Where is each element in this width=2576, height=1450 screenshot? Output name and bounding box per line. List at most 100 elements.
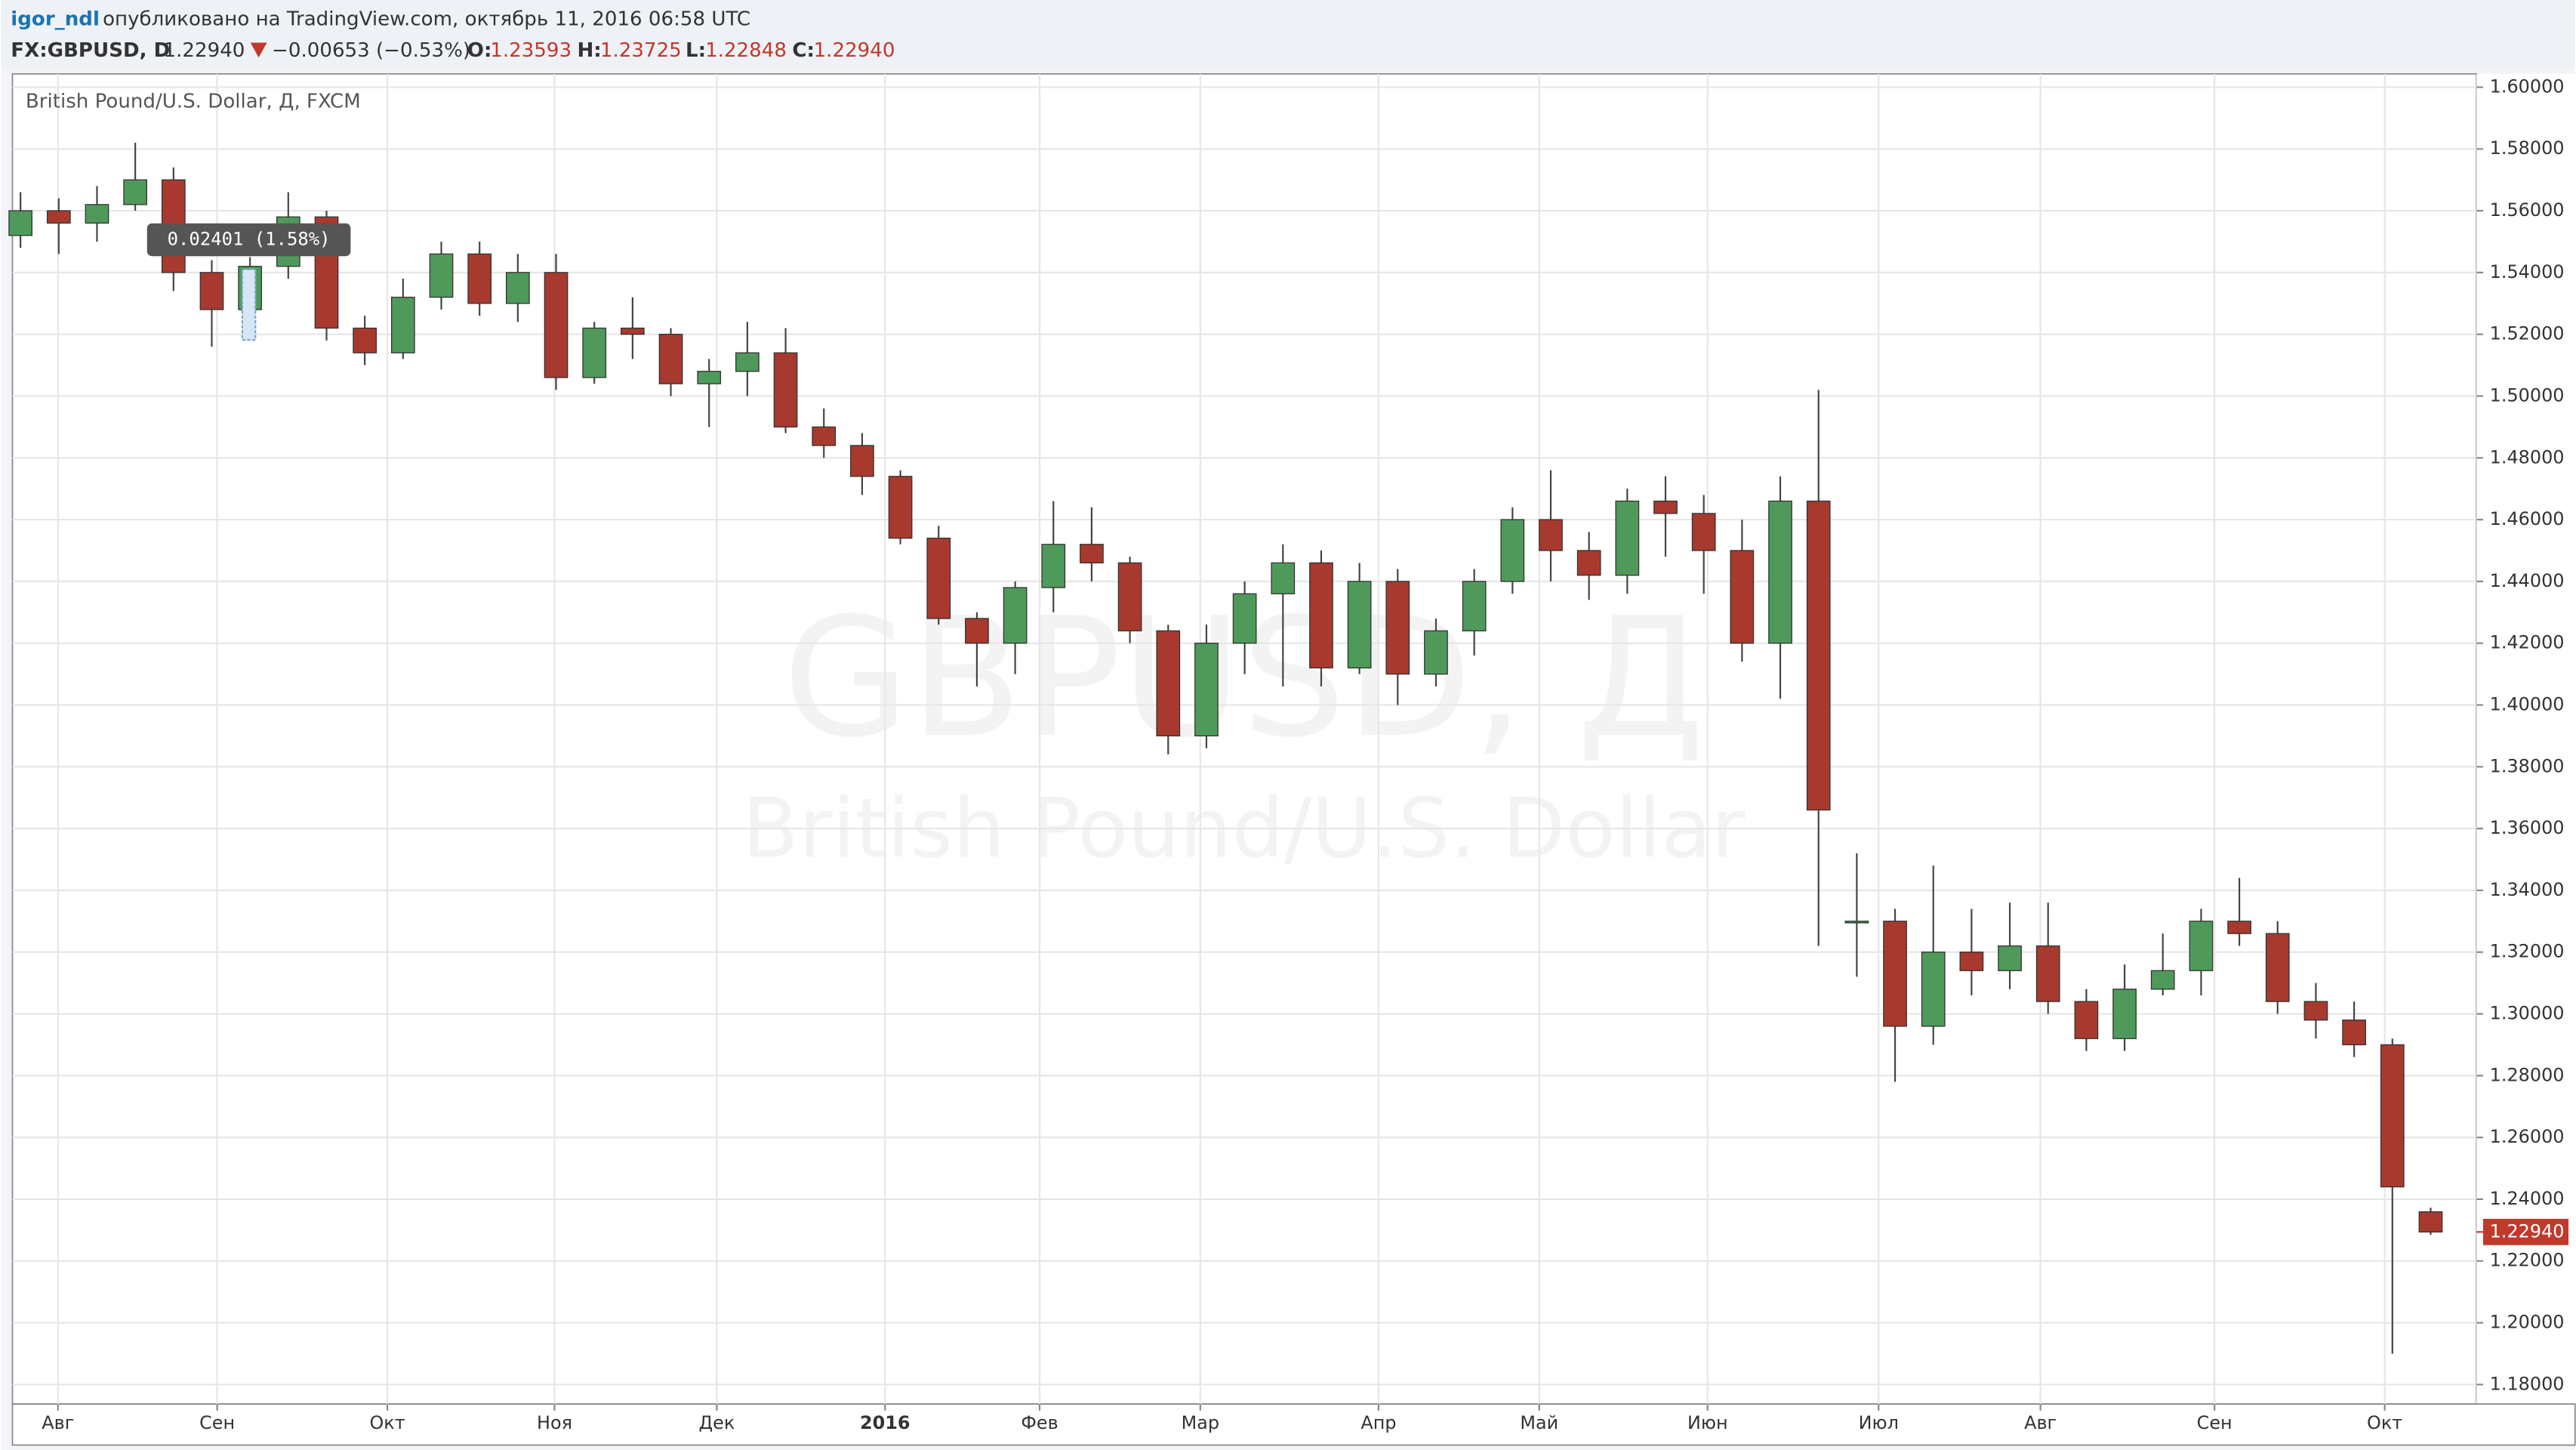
x-tick-label: Сен	[199, 1412, 235, 1433]
published: опубликовано на TradingView.com, октябрь…	[103, 8, 750, 31]
candle-body	[1576, 550, 1601, 576]
candle-body	[1117, 562, 1142, 631]
candle-body	[2189, 921, 2214, 971]
x-tick-label: Дек	[698, 1412, 735, 1433]
symbol: FX:GBPUSD, D	[11, 39, 170, 62]
user[interactable]: igor_ndl	[11, 8, 100, 31]
x-tick-label: Авг	[2024, 1412, 2057, 1433]
candle-body	[812, 426, 837, 446]
y-tick-label: 1.38000	[2490, 755, 2565, 776]
candle-body	[2227, 921, 2251, 934]
measure-label: 0.02401 (1.58%)	[168, 228, 331, 249]
x-tick-label: Сен	[2197, 1412, 2232, 1433]
y-tick-label: 1.56000	[2490, 199, 2565, 221]
x-tick-label: Ноя	[537, 1412, 572, 1433]
y-tick-label: 1.42000	[2490, 632, 2565, 653]
x-tick-label: Фев	[1021, 1412, 1058, 1433]
o-value: 1.23593	[490, 39, 572, 62]
candle-body	[2035, 945, 2060, 1002]
candle-body	[965, 618, 989, 644]
y-tick-label: 1.28000	[2490, 1064, 2565, 1085]
candle-body	[1998, 945, 2022, 971]
plot-area	[11, 72, 2478, 1405]
change: −0.00653 (−0.53%)	[272, 39, 470, 62]
candle-body	[1768, 500, 1792, 644]
o-label: O:	[467, 39, 492, 62]
y-tick-label: 1.52000	[2490, 323, 2565, 344]
x-tick-label: Окт	[369, 1412, 405, 1433]
x-tick-label: Мар	[1182, 1412, 1219, 1433]
candle-body	[1347, 581, 1372, 669]
candle-body	[390, 296, 415, 353]
y-tick-label: 1.30000	[2490, 1003, 2565, 1024]
candle-body	[199, 272, 224, 310]
y-tick-label: 1.26000	[2490, 1126, 2565, 1147]
candle-body	[123, 179, 147, 205]
candle-body	[1653, 500, 1678, 514]
y-tick-label: 1.36000	[2490, 817, 2565, 838]
plot	[8, 73, 2477, 1405]
candle-body	[582, 327, 607, 378]
candle-body	[1041, 544, 1066, 588]
last-price-box	[2482, 1218, 2569, 1245]
x-tick-label: Июл	[1859, 1412, 1899, 1433]
measure-box	[241, 268, 257, 341]
y-tick-label: 1.32000	[2490, 941, 2565, 962]
candle-body	[353, 327, 377, 353]
y-tick-label: 1.40000	[2490, 693, 2565, 714]
l-value: 1.22848	[705, 39, 787, 62]
candle-body	[1844, 921, 1869, 924]
candle-body	[2380, 1044, 2405, 1188]
last-price-label: 1.22940	[2490, 1220, 2565, 1242]
candle-body	[926, 537, 951, 619]
candle-body	[2265, 933, 2290, 1002]
candle-body	[1921, 952, 1946, 1027]
candle-body	[1806, 500, 1831, 811]
x-tick-label: 2016	[860, 1412, 911, 1433]
candle-body	[658, 334, 683, 384]
y-tick-label: 1.60000	[2490, 76, 2565, 97]
y-tick-label: 1.54000	[2490, 261, 2565, 282]
measure-tooltip	[146, 223, 351, 257]
candle-body	[773, 352, 798, 428]
candle-body	[1462, 581, 1487, 631]
c-label: C:	[792, 39, 815, 62]
l-label: L:	[686, 39, 706, 62]
y-tick-label: 1.34000	[2490, 879, 2565, 900]
h-label: H:	[577, 39, 601, 62]
candle-body	[2342, 1020, 2366, 1046]
y-tick-label: 1.50000	[2490, 384, 2565, 406]
candle-body	[1232, 593, 1257, 644]
candle-body	[697, 371, 722, 384]
candle-body	[1156, 630, 1181, 737]
candle-body	[46, 210, 71, 224]
candle-body	[1385, 581, 1410, 675]
y-tick-label: 1.48000	[2490, 446, 2565, 467]
time-axis	[11, 1403, 2576, 1446]
y-tick-label: 1.58000	[2490, 137, 2565, 159]
y-tick-label: 1.46000	[2490, 508, 2565, 529]
candle-body	[1730, 550, 1755, 644]
header-bar	[1, 0, 2575, 69]
candle-body	[8, 210, 32, 236]
candle-body	[2150, 970, 2175, 990]
candle-body	[2418, 1211, 2443, 1232]
candle-body	[850, 445, 874, 477]
candle-body	[1080, 544, 1104, 563]
candle-body	[888, 476, 913, 539]
candle-body	[1615, 500, 1640, 576]
y-tick-label: 1.18000	[2490, 1373, 2565, 1394]
candle-body	[1194, 643, 1219, 737]
candle-body	[1309, 562, 1333, 669]
candle-body	[467, 253, 492, 304]
x-tick-label: Апр	[1360, 1412, 1396, 1433]
y-tick-label: 1.22000	[2490, 1250, 2565, 1271]
candle-body	[544, 272, 569, 378]
price: 1.22940	[164, 39, 245, 62]
candle-body	[85, 204, 109, 224]
h-value: 1.23725	[600, 39, 682, 62]
x-tick-label: Май	[1520, 1412, 1558, 1433]
candle-body	[1424, 630, 1448, 675]
x-tick-label: Окт	[2367, 1412, 2402, 1433]
